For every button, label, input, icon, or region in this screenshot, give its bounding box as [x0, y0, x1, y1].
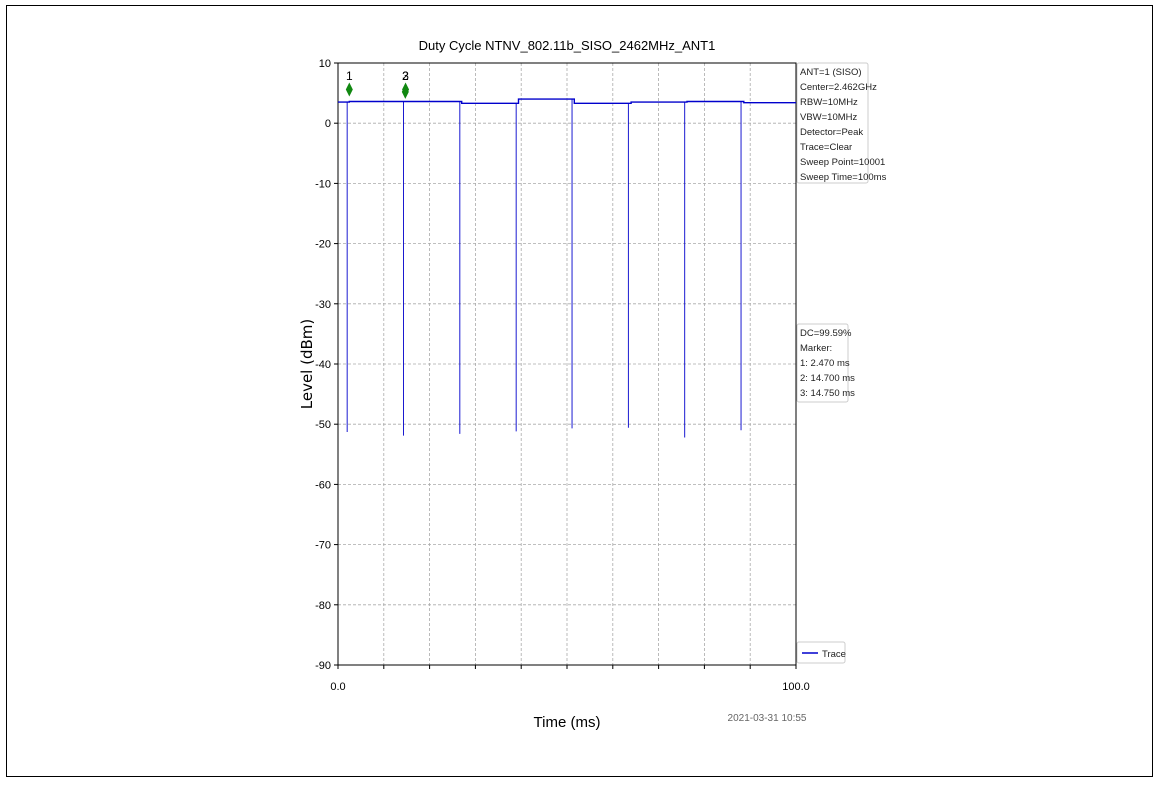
y-tick-label: -90 [315, 660, 331, 672]
marker-diamond [345, 82, 353, 97]
info-box: ANT=1 (SISO) Center=2.462GHz RBW=10MHz VBW=… [796, 62, 887, 184]
marker-label: 3 [402, 69, 409, 83]
info-line: Detector=Peak [800, 127, 863, 138]
info-line: Center=2.462GHz [800, 82, 877, 93]
info-line: VBW=10MHz [800, 112, 858, 123]
x-tick-label: 100.0 [782, 681, 810, 693]
x-tick-label: 0.0 [330, 681, 345, 693]
dc-line: Marker: [800, 343, 832, 354]
marker-label: 1 [346, 69, 353, 83]
legend-label: Trace [822, 649, 846, 660]
y-tick-label: -10 [315, 178, 331, 190]
figure-frame [6, 5, 1153, 777]
y-tick-label: -40 [315, 359, 331, 371]
dc-line: 3: 14.750 ms [800, 388, 855, 399]
y-axis-label: Level (dBm) [298, 319, 316, 410]
marker-diamond [402, 82, 410, 97]
y-tick-label: -70 [315, 540, 331, 552]
y-tick-label: 10 [319, 58, 331, 70]
legend: Trace [796, 641, 846, 664]
y-tick-label: -80 [315, 600, 331, 612]
dc-line: 1: 2.470 ms [800, 358, 850, 369]
y-axis-ticks: -90 -80 -70 -60 -50 -40 -30 -20 -10 0 10 [315, 58, 338, 672]
dc-line: DC=99.59% [800, 328, 852, 339]
y-tick-label: -60 [315, 479, 331, 491]
y-tick-label: -50 [315, 419, 331, 431]
chart-title: Duty Cycle NTNV_802.11b_SISO_2462MHz_ANT… [419, 38, 716, 53]
info-line: Sweep Time=100ms [800, 172, 887, 183]
grid-lines [338, 63, 796, 665]
info-line: RBW=10MHz [800, 97, 858, 108]
dc-line: 2: 14.700 ms [800, 373, 855, 384]
marker-group: 1 23 [345, 69, 410, 99]
y-tick-label: -20 [315, 239, 331, 251]
x-axis-ticks: 0.0 100.0 [330, 665, 810, 693]
info-line: Sweep Point=10001 [800, 157, 885, 168]
info-line: Trace=Clear [800, 142, 852, 153]
trace-line [338, 98, 796, 104]
dc-box: DC=99.59% Marker: 1: 2.470 ms 2: 14.700 ms 3… [796, 323, 855, 403]
marker-label: 2 [402, 69, 409, 83]
info-line: ANT=1 (SISO) [800, 67, 862, 78]
x-axis-label: Time (ms) [534, 714, 601, 731]
y-tick-label: -30 [315, 299, 331, 311]
timestamp: 2021-03-31 10:55 [728, 713, 807, 724]
y-tick-label: 0 [325, 118, 331, 130]
trace-series [338, 98, 796, 438]
